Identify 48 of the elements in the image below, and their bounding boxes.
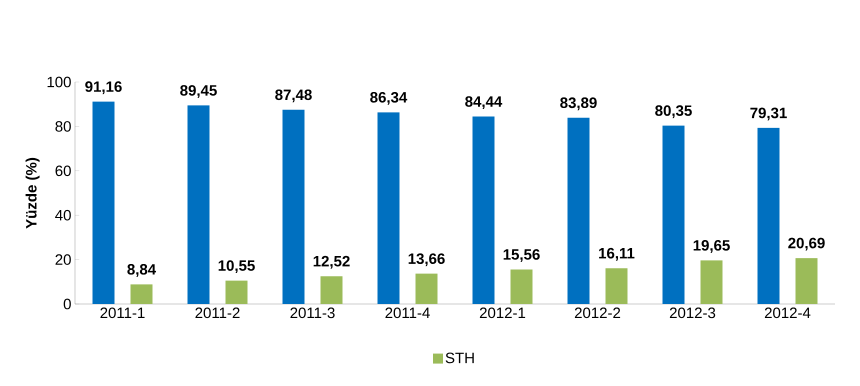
- bar: [662, 126, 685, 304]
- data-label: 16,11: [599, 248, 634, 261]
- data-label: 86,34: [370, 92, 408, 105]
- data-label: 15,56: [504, 249, 540, 262]
- bar: [92, 102, 114, 304]
- bar: [226, 280, 248, 304]
- bar: [700, 260, 723, 304]
- bar: [416, 274, 438, 304]
- bar: [758, 128, 780, 304]
- x-tick-label: 2012-3: [670, 308, 716, 318]
- data-label: 89,45: [180, 85, 217, 98]
- data-label: 20,69: [788, 238, 825, 251]
- data-label: 83,89: [560, 97, 597, 110]
- bar: [472, 116, 494, 304]
- y-tick-label: 40: [55, 210, 71, 221]
- y-tick-label: 60: [56, 165, 71, 176]
- bar: [510, 269, 533, 304]
- bar: [796, 258, 818, 304]
- bar: [606, 268, 628, 304]
- data-label: 84,44: [465, 96, 502, 110]
- x-tick-label: 2012-2: [574, 308, 620, 318]
- data-label: 80,35: [655, 105, 692, 118]
- x-tick-label: 2011-2: [195, 308, 240, 318]
- data-label: 87,48: [275, 89, 312, 102]
- bar: [282, 110, 304, 304]
- y-tick-label: 20: [56, 254, 71, 265]
- y-tick-label: 100: [48, 76, 71, 88]
- bar: [568, 118, 590, 304]
- x-tick-label: 2011-4: [385, 308, 430, 318]
- y-axis-title: Yüzde (%): [26, 158, 40, 229]
- x-tick-label: 2011-3: [290, 308, 335, 318]
- data-label: 13,66: [408, 253, 445, 266]
- data-label: 91,16: [85, 81, 122, 94]
- bar: [320, 276, 342, 304]
- x-tick-label: 2012-4: [764, 308, 810, 318]
- bar: [188, 105, 210, 304]
- y-tick-label: 0: [64, 298, 71, 310]
- legend-label: STH: [446, 352, 474, 364]
- data-label: 79,31: [750, 108, 787, 120]
- x-tick-label: 2012-1: [480, 308, 526, 318]
- bar: [130, 284, 152, 304]
- x-tick-label: 2011-1: [100, 308, 145, 318]
- data-label: 8,84: [127, 264, 156, 277]
- data-label: 12,52: [314, 256, 350, 269]
- y-tick-label: 80: [55, 121, 71, 132]
- data-label: 19,65: [694, 240, 730, 253]
- data-label: 10,55: [218, 260, 255, 274]
- bar: [378, 112, 400, 304]
